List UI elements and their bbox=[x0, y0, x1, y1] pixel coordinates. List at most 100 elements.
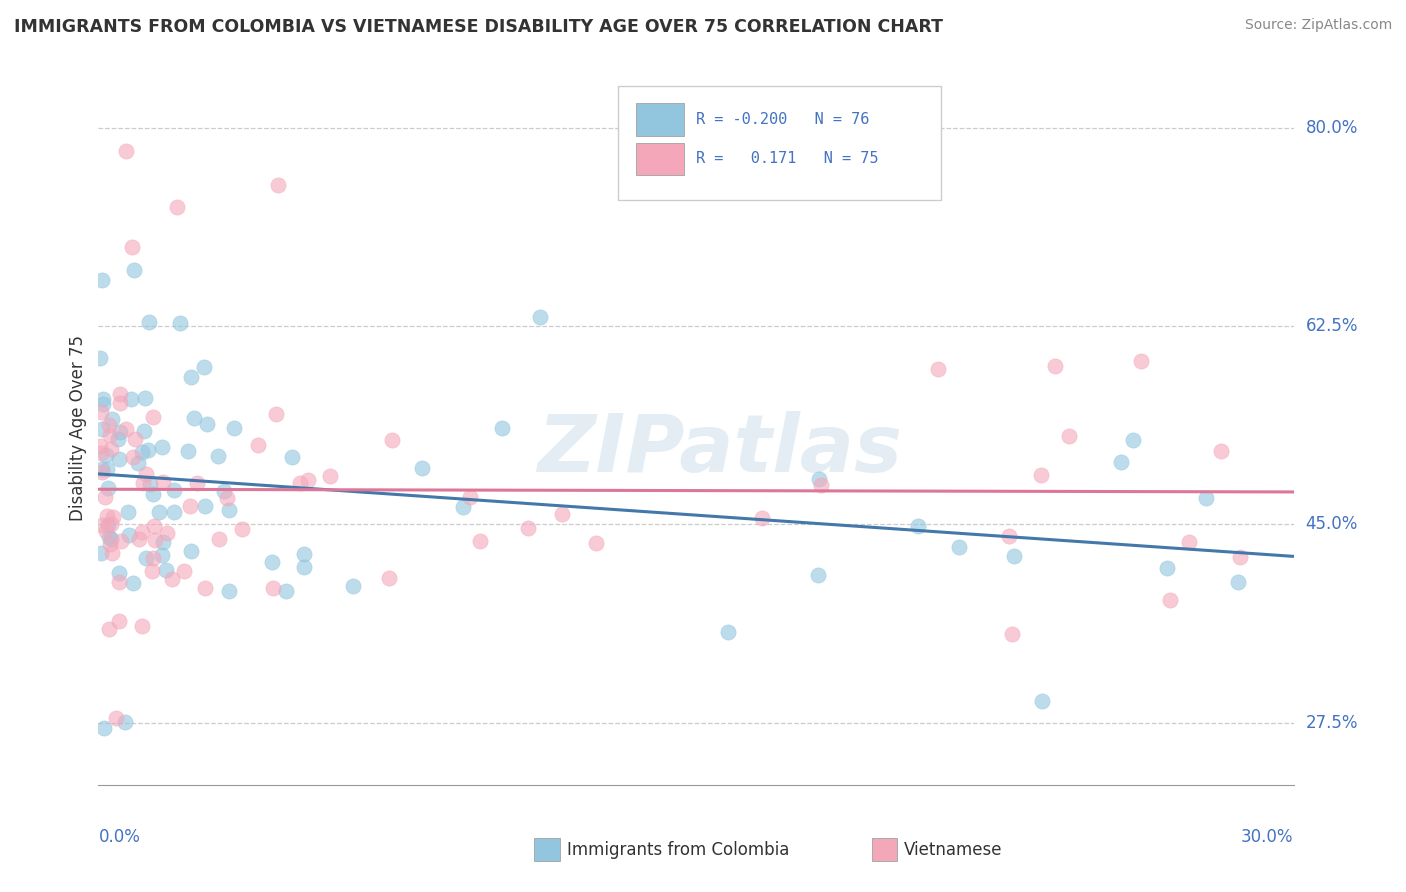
Point bbox=[124, 433, 146, 447]
Point bbox=[117, 527, 139, 541]
Point bbox=[193, 359, 215, 374]
Point bbox=[96, 524, 118, 538]
Text: Source: ZipAtlas.com: Source: ZipAtlas.com bbox=[1244, 18, 1392, 32]
Point bbox=[1122, 433, 1144, 447]
Point bbox=[136, 443, 159, 458]
Point bbox=[89, 405, 111, 419]
Point bbox=[1129, 354, 1152, 368]
Point bbox=[207, 450, 229, 464]
Point bbox=[808, 472, 831, 486]
Point bbox=[1226, 574, 1249, 589]
Point bbox=[751, 511, 773, 525]
Point bbox=[274, 583, 297, 598]
Point bbox=[585, 536, 607, 550]
Point bbox=[160, 572, 183, 586]
Point bbox=[141, 564, 163, 578]
Point bbox=[281, 450, 304, 465]
Point bbox=[194, 582, 217, 596]
Point bbox=[135, 467, 157, 482]
Point bbox=[142, 487, 165, 501]
Text: R =   0.171   N = 75: R = 0.171 N = 75 bbox=[696, 152, 879, 166]
Point bbox=[224, 420, 246, 434]
Point bbox=[138, 477, 160, 491]
Point bbox=[807, 568, 830, 582]
Point bbox=[183, 410, 205, 425]
Point bbox=[529, 310, 551, 324]
Point bbox=[297, 473, 319, 487]
Point bbox=[100, 532, 122, 546]
Point bbox=[1029, 468, 1052, 483]
Point bbox=[91, 396, 114, 410]
Point bbox=[90, 446, 112, 460]
Point bbox=[108, 615, 131, 629]
Point bbox=[108, 396, 131, 410]
Point bbox=[91, 518, 114, 533]
Point bbox=[169, 316, 191, 330]
Point bbox=[115, 144, 138, 158]
Point bbox=[215, 491, 238, 506]
Point bbox=[142, 410, 165, 425]
Point bbox=[110, 534, 132, 549]
Point bbox=[97, 622, 120, 636]
Point bbox=[121, 239, 143, 253]
Point bbox=[262, 582, 284, 596]
Text: R = -0.200   N = 76: R = -0.200 N = 76 bbox=[696, 112, 869, 127]
Point bbox=[1002, 549, 1025, 564]
Point bbox=[218, 502, 240, 516]
Point bbox=[131, 444, 153, 458]
Point bbox=[264, 407, 287, 421]
Point bbox=[90, 545, 112, 559]
Point bbox=[90, 421, 112, 435]
Point bbox=[1229, 549, 1251, 564]
Point bbox=[131, 619, 153, 633]
Point bbox=[458, 490, 481, 504]
Point bbox=[135, 551, 157, 566]
Point bbox=[100, 442, 122, 456]
Point bbox=[342, 579, 364, 593]
Point bbox=[132, 476, 155, 491]
Point bbox=[121, 576, 143, 591]
Point bbox=[143, 533, 166, 548]
Point bbox=[1156, 561, 1178, 575]
Point bbox=[91, 392, 114, 407]
Point bbox=[186, 475, 208, 490]
Y-axis label: Disability Age Over 75: Disability Age Over 75 bbox=[69, 335, 87, 521]
Point bbox=[152, 535, 174, 549]
Point bbox=[451, 500, 474, 514]
Point bbox=[166, 200, 188, 214]
Point bbox=[1177, 535, 1199, 549]
Point bbox=[131, 525, 153, 540]
Point bbox=[1195, 491, 1218, 505]
Point bbox=[97, 517, 120, 532]
Point bbox=[180, 544, 202, 558]
Point bbox=[91, 465, 114, 479]
Text: 27.5%: 27.5% bbox=[1305, 714, 1358, 731]
Point bbox=[1059, 429, 1081, 443]
Point bbox=[231, 522, 253, 536]
Point bbox=[155, 563, 177, 577]
Point bbox=[100, 546, 122, 560]
Point bbox=[134, 391, 156, 405]
Point bbox=[97, 481, 120, 495]
Point bbox=[1031, 693, 1053, 707]
Point bbox=[98, 537, 121, 551]
Point bbox=[100, 428, 122, 442]
Point bbox=[212, 483, 235, 498]
Point bbox=[163, 505, 186, 519]
Point bbox=[97, 530, 120, 544]
Point bbox=[132, 425, 155, 439]
Text: Vietnamese: Vietnamese bbox=[904, 840, 1002, 859]
Text: 80.0%: 80.0% bbox=[1305, 119, 1358, 137]
Point bbox=[97, 418, 120, 433]
Text: 62.5%: 62.5% bbox=[1305, 318, 1358, 335]
Point bbox=[218, 584, 240, 599]
Point bbox=[262, 555, 284, 569]
Point bbox=[927, 361, 949, 376]
Point bbox=[717, 624, 740, 639]
Point bbox=[89, 439, 111, 453]
Point bbox=[122, 262, 145, 277]
Point bbox=[91, 462, 114, 476]
Point bbox=[247, 438, 270, 452]
Point bbox=[180, 370, 202, 384]
FancyBboxPatch shape bbox=[636, 103, 685, 136]
